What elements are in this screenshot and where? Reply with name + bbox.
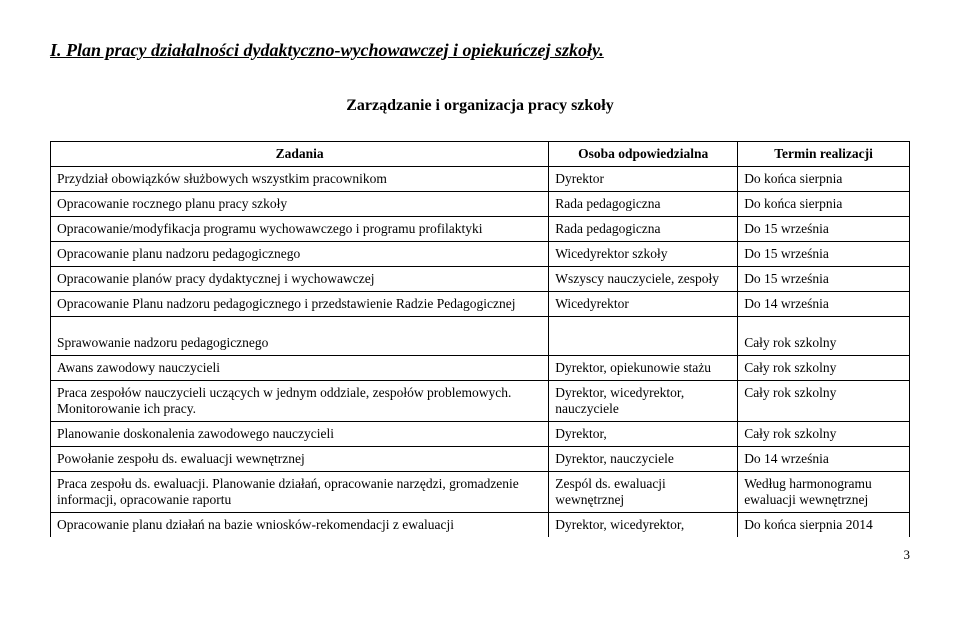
- table-row: Opracowanie planów pracy dydaktycznej i …: [51, 267, 910, 292]
- cell-osoba: Wszyscy nauczyciele, zespoły: [549, 267, 738, 292]
- cell-osoba: Zespól ds. ewaluacji wewnętrznej: [549, 472, 738, 513]
- cell-termin: Do końca sierpnia: [738, 167, 910, 192]
- table-row: Planowanie doskonalenia zawodowego naucz…: [51, 422, 910, 447]
- cell-zadania: Awans zawodowy nauczycieli: [51, 356, 549, 381]
- cell-termin: Według harmonogramu ewaluacji wewnętrzne…: [738, 472, 910, 513]
- cell-zadania: Praca zespołu ds. ewaluacji. Planowanie …: [51, 472, 549, 513]
- section-subheading: Zarządzanie i organizacja pracy szkoły: [50, 97, 910, 115]
- cell-osoba: Dyrektor: [549, 167, 738, 192]
- col-header-zadania: Zadania: [51, 142, 549, 167]
- cell-osoba: Dyrektor, wicedyrektor,: [549, 513, 738, 538]
- table-row: Przydział obowiązków służbowych wszystki…: [51, 167, 910, 192]
- page-number: 3: [50, 547, 910, 563]
- cell-termin: Cały rok szkolny: [738, 422, 910, 447]
- cell-zadania: Sprawowanie nadzoru pedagogicznego: [51, 317, 549, 356]
- cell-zadania: Opracowanie planu działań na bazie wnios…: [51, 513, 549, 538]
- cell-termin: Cały rok szkolny: [738, 317, 910, 356]
- cell-osoba: Dyrektor,: [549, 422, 738, 447]
- plan-table: Zadania Osoba odpowiedzialna Termin real…: [50, 141, 910, 537]
- table-row: Awans zawodowy nauczycieliDyrektor, opie…: [51, 356, 910, 381]
- cell-termin: Do końca sierpnia: [738, 192, 910, 217]
- table-row: Opracowanie/modyfikacja programu wychowa…: [51, 217, 910, 242]
- table-row: Opracowanie Planu nadzoru pedagogicznego…: [51, 292, 910, 317]
- col-header-osoba: Osoba odpowiedzialna: [549, 142, 738, 167]
- cell-termin: Cały rok szkolny: [738, 356, 910, 381]
- cell-osoba: [549, 317, 738, 356]
- cell-termin: Do 15 września: [738, 242, 910, 267]
- cell-osoba: Dyrektor, wicedyrektor, nauczyciele: [549, 381, 738, 422]
- cell-osoba: Wicedyrektor: [549, 292, 738, 317]
- cell-zadania: Przydział obowiązków służbowych wszystki…: [51, 167, 549, 192]
- cell-termin: Do końca sierpnia 2014: [738, 513, 910, 538]
- cell-zadania: Opracowanie rocznego planu pracy szkoły: [51, 192, 549, 217]
- cell-zadania: Powołanie zespołu ds. ewaluacji wewnętrz…: [51, 447, 549, 472]
- table-row: Powołanie zespołu ds. ewaluacji wewnętrz…: [51, 447, 910, 472]
- cell-zadania: Opracowanie Planu nadzoru pedagogicznego…: [51, 292, 549, 317]
- cell-termin: Do 14 września: [738, 447, 910, 472]
- cell-zadania: Planowanie doskonalenia zawodowego naucz…: [51, 422, 549, 447]
- cell-termin: Do 14 września: [738, 292, 910, 317]
- cell-termin: Do 15 września: [738, 267, 910, 292]
- table-row: Opracowanie planu działań na bazie wnios…: [51, 513, 910, 538]
- cell-termin: Cały rok szkolny: [738, 381, 910, 422]
- cell-osoba: Wicedyrektor szkoły: [549, 242, 738, 267]
- table-row: Sprawowanie nadzoru pedagogicznego Cały r…: [51, 317, 910, 356]
- cell-termin: Do 15 września: [738, 217, 910, 242]
- page-heading: I. Plan pracy działalności dydaktyczno-w…: [50, 40, 910, 61]
- table-header-row: Zadania Osoba odpowiedzialna Termin real…: [51, 142, 910, 167]
- cell-osoba: Rada pedagogiczna: [549, 192, 738, 217]
- cell-zadania: Opracowanie/modyfikacja programu wychowa…: [51, 217, 549, 242]
- cell-zadania: Opracowanie planów pracy dydaktycznej i …: [51, 267, 549, 292]
- table-row: Praca zespołu ds. ewaluacji. Planowanie …: [51, 472, 910, 513]
- col-header-termin: Termin realizacji: [738, 142, 910, 167]
- cell-osoba: Dyrektor, opiekunowie stażu: [549, 356, 738, 381]
- table-row: Opracowanie rocznego planu pracy szkołyR…: [51, 192, 910, 217]
- table-row: Praca zespołów nauczycieli uczących w je…: [51, 381, 910, 422]
- cell-zadania: Praca zespołów nauczycieli uczących w je…: [51, 381, 549, 422]
- cell-zadania: Opracowanie planu nadzoru pedagogicznego: [51, 242, 549, 267]
- cell-osoba: Dyrektor, nauczyciele: [549, 447, 738, 472]
- table-row: Opracowanie planu nadzoru pedagogicznego…: [51, 242, 910, 267]
- cell-osoba: Rada pedagogiczna: [549, 217, 738, 242]
